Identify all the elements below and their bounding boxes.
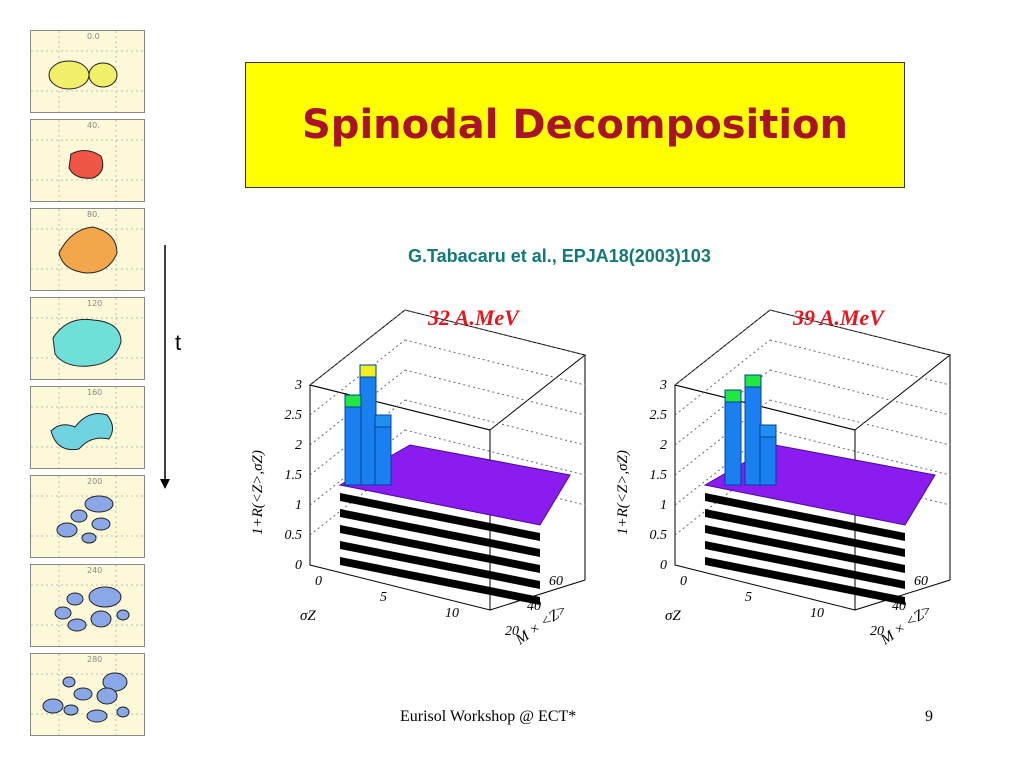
y-axis-label: 1+R(<Z>,σZ) — [615, 450, 631, 535]
simulation-frame: 120 — [30, 297, 145, 380]
z-tick-label: 60 — [549, 574, 563, 589]
grid-line — [404, 369, 586, 416]
simulation-frame: 280 — [30, 653, 145, 736]
bar — [359, 364, 377, 486]
z-tick-label: 60 — [914, 574, 928, 589]
y-tick-label: 0.5 — [650, 528, 668, 543]
y-tick-label: 2.5 — [285, 408, 303, 423]
frame-time-label: 160 — [87, 388, 103, 397]
grid-line — [769, 339, 951, 386]
x-tick-label: 0 — [680, 574, 687, 589]
y-tick-label: 3 — [294, 378, 302, 393]
x-tick-label: 5 — [380, 590, 387, 605]
x-tick-label: 10 — [445, 606, 459, 621]
y-tick-label: 1 — [660, 498, 667, 513]
bar — [724, 389, 742, 486]
z-tick-label: 40 — [527, 599, 541, 614]
y-tick-label: 0 — [660, 558, 667, 573]
frame-time-label: 120 — [87, 299, 103, 308]
simulation-frame: 80. — [30, 208, 145, 291]
bar — [344, 394, 362, 486]
plot-frame — [854, 579, 951, 611]
time-arrow — [160, 245, 170, 489]
x-axis-label: σZ — [665, 608, 681, 624]
frame-time-label: 200 — [87, 477, 103, 486]
bar-side — [705, 493, 905, 541]
bar — [744, 374, 762, 486]
footer-text: Eurisol Workshop @ ECT* — [400, 708, 577, 725]
z-axis-label: M × <Z> — [877, 601, 935, 648]
grid-line — [769, 309, 951, 356]
grid-line — [674, 309, 771, 386]
x-tick-label: 0 — [315, 574, 322, 589]
y-tick-label: 2.5 — [650, 408, 668, 423]
simulation-frame: 160 — [30, 386, 145, 469]
bar-top — [374, 414, 392, 428]
y-tick-label: 1.5 — [650, 468, 668, 483]
bar-side — [340, 557, 540, 605]
y-tick-label: 2 — [295, 438, 302, 453]
grid-line — [674, 339, 771, 416]
bar-top — [724, 389, 742, 403]
grid-line — [404, 429, 586, 476]
grid-line — [309, 309, 406, 386]
lego-plot: 32 A.MeV 0 0.5 1 1.5 2 2.5 3 0 5 10 20 40 60 1+R(<Z>,σ… — [250, 305, 587, 649]
grid-line — [769, 399, 951, 446]
bar-top — [744, 374, 762, 388]
title-box: Spinodal Decomposition — [245, 62, 905, 188]
y-tick-label: 2 — [660, 438, 667, 453]
x-axis-label: σZ — [300, 608, 316, 624]
plot-frame — [489, 579, 586, 611]
y-tick-label: 0 — [295, 558, 302, 573]
y-tick-label: 1.5 — [285, 468, 303, 483]
z-tick-label: 40 — [892, 599, 906, 614]
y-tick-label: 0.5 — [285, 528, 303, 543]
time-label: t — [175, 330, 182, 355]
grid-line — [309, 339, 406, 416]
bar-side — [340, 509, 540, 557]
bar-side — [340, 541, 540, 589]
grid-line — [769, 369, 951, 416]
frame-time-label: 80. — [87, 210, 100, 219]
lego-plots: 32 A.MeV00.511.522.5305102040601+R(<Z>,σ… — [250, 305, 952, 649]
page-number: 9 — [925, 708, 933, 725]
x-tick-label: 10 — [810, 606, 824, 621]
bar-side — [705, 525, 905, 573]
bar-top — [344, 394, 362, 408]
bar-side — [705, 541, 905, 589]
simulation-frame: 240 — [30, 564, 145, 647]
citation: G.Tabacaru et al., EPJA18(2003)103 — [408, 246, 711, 266]
frame-time-label: 240 — [87, 566, 103, 575]
frame-time-label: 280 — [87, 655, 103, 664]
bar-side — [340, 493, 540, 541]
grid-line — [404, 309, 586, 356]
grid-line — [769, 429, 951, 476]
plot-title: 39 A.MeV — [792, 305, 886, 330]
grid-line — [404, 339, 586, 386]
y-axis-label: 1+R(<Z>,σZ) — [250, 450, 266, 535]
z-axis-label: M × <Z> — [512, 601, 570, 648]
simulation-frame: 40. — [30, 119, 145, 202]
grid-line — [404, 399, 586, 446]
plot-title: 32 A.MeV — [427, 305, 521, 330]
z-tick-label: 20 — [505, 624, 519, 639]
simulation-frame: 200 — [30, 475, 145, 558]
lego-plot: 39 A.MeV 0 0.5 1 1.5 2 2.5 3 0 5 10 20 40 60 1+R(<Z>,σ… — [615, 305, 952, 649]
bar-side — [340, 525, 540, 573]
bar-side — [705, 509, 905, 557]
simulation-frame: 0.0 — [30, 30, 145, 113]
frame-time-label: 0.0 — [87, 32, 100, 41]
bar-side — [705, 557, 905, 605]
bar-top — [359, 364, 377, 378]
bar-top — [759, 424, 777, 438]
slide-title: Spinodal Decomposition — [302, 102, 848, 148]
y-tick-label: 1 — [295, 498, 302, 513]
x-tick-label: 5 — [745, 590, 752, 605]
frame-time-label: 40. — [87, 121, 100, 130]
y-tick-label: 3 — [659, 378, 667, 393]
z-tick-label: 20 — [870, 624, 884, 639]
